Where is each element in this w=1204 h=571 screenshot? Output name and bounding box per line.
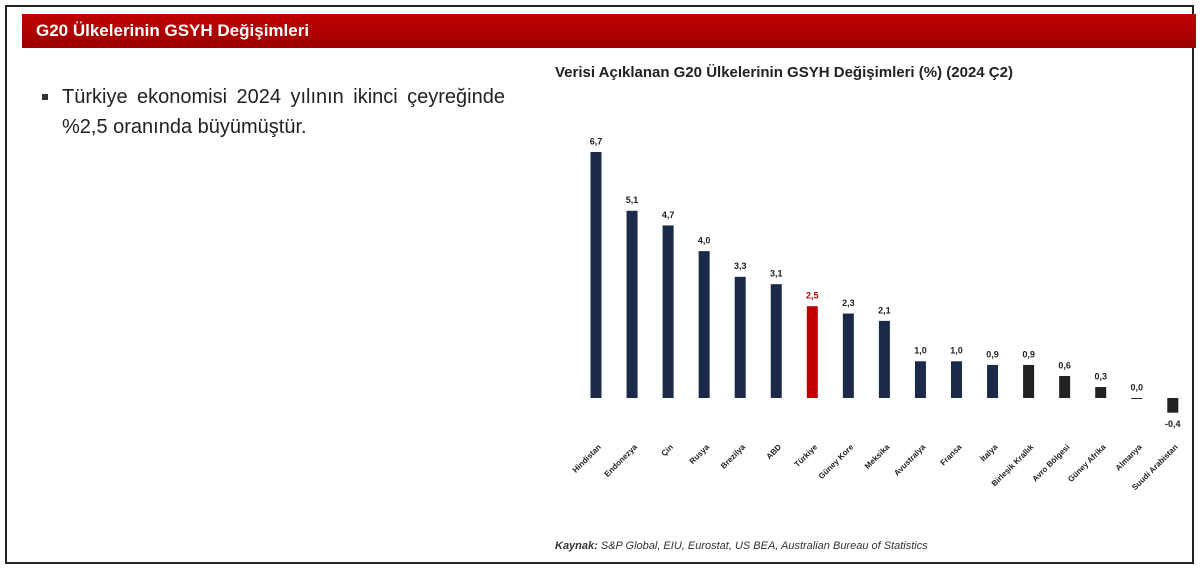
bar bbox=[734, 276, 746, 398]
bar bbox=[842, 313, 854, 398]
x-tick-label: Meksika bbox=[863, 442, 892, 471]
source-text: S&P Global, EIU, Eurostat, US BEA, Austr… bbox=[600, 540, 928, 552]
x-tick-label: Avustralya bbox=[892, 442, 927, 477]
source: Kaynak: S&P Global, EIU, Eurostat, US BE… bbox=[555, 540, 928, 552]
value-label: 0,6 bbox=[1058, 360, 1071, 370]
x-tick-label: Brezilya bbox=[719, 442, 747, 470]
frame bbox=[5, 5, 1194, 564]
x-tick-label: Fransa bbox=[938, 442, 963, 467]
x-tick-label: Türkiye bbox=[793, 442, 820, 469]
x-tick-label: Güney Afrika bbox=[1066, 442, 1108, 484]
value-label: 0,9 bbox=[986, 349, 999, 359]
bar bbox=[1131, 398, 1143, 399]
value-label: 0,3 bbox=[1094, 371, 1107, 381]
bar bbox=[1095, 386, 1107, 398]
value-label: 1,0 bbox=[950, 346, 963, 356]
bullet-text: Türkiye ekonomisi 2024 yılının ikinci çe… bbox=[40, 82, 505, 142]
value-label: -0,4 bbox=[1165, 419, 1181, 429]
bar bbox=[878, 320, 890, 398]
value-label: 6,7 bbox=[590, 136, 603, 146]
value-label: 2,1 bbox=[878, 305, 891, 315]
value-label: 3,1 bbox=[770, 269, 783, 279]
bar bbox=[1059, 375, 1071, 398]
bar bbox=[987, 364, 999, 398]
source-label: Kaynak: bbox=[555, 540, 598, 552]
x-tick-label: Hindistan bbox=[571, 442, 603, 474]
bar bbox=[1167, 398, 1179, 413]
value-label: 4,7 bbox=[662, 210, 675, 220]
bar bbox=[662, 225, 674, 398]
header-title: G20 Ülkelerinin GSYH Değişimleri bbox=[22, 14, 1196, 48]
value-label: 4,0 bbox=[698, 236, 711, 246]
bar bbox=[914, 361, 926, 398]
value-label: 3,3 bbox=[734, 261, 747, 271]
value-label: 1,0 bbox=[914, 346, 927, 356]
bar bbox=[698, 251, 710, 398]
value-label: 2,5 bbox=[806, 291, 819, 301]
value-label: 5,1 bbox=[626, 195, 639, 205]
bar bbox=[806, 306, 818, 398]
x-tick-label: Çin bbox=[660, 442, 676, 458]
chart-title: Verisi Açıklanan G20 Ülkelerinin GSYH De… bbox=[555, 64, 1013, 81]
bar bbox=[1023, 364, 1035, 398]
x-tick-label: İtalya bbox=[979, 442, 1000, 463]
value-label: 0,9 bbox=[1022, 349, 1035, 359]
x-tick-label: Almanya bbox=[1114, 442, 1144, 472]
x-tick-label: ABD bbox=[765, 442, 784, 461]
value-label: 0,0 bbox=[1130, 382, 1143, 392]
bar bbox=[951, 361, 962, 398]
bar bbox=[590, 152, 602, 398]
x-tick-label: Güney Kore bbox=[817, 442, 856, 481]
value-label: 2,3 bbox=[842, 298, 855, 308]
x-tick-label: Rusya bbox=[688, 442, 712, 466]
bar bbox=[626, 210, 638, 398]
x-tick-label: Endonezya bbox=[603, 442, 640, 479]
bar bbox=[770, 284, 782, 398]
